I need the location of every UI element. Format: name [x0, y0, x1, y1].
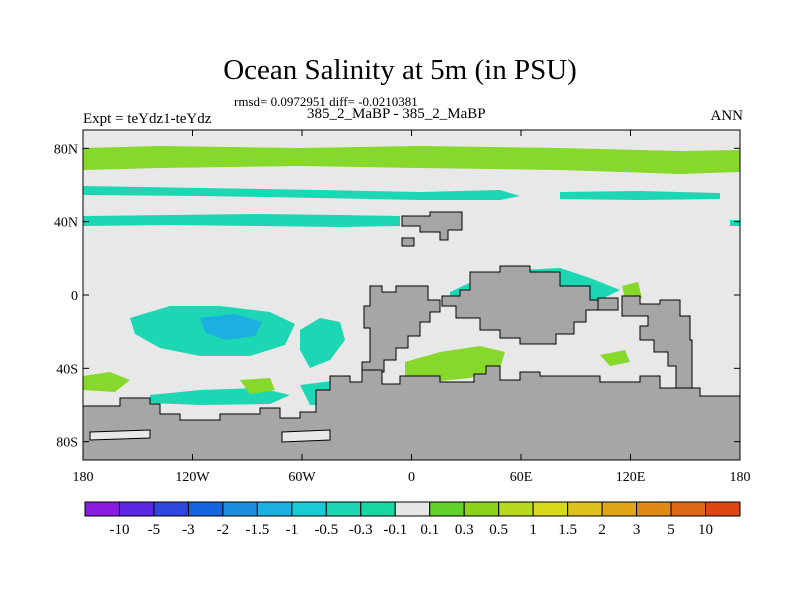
colorbar-swatch [532, 501, 569, 517]
colorbar-label: -3 [182, 522, 195, 538]
x-tick-label: 180 [73, 470, 94, 485]
land-south-america [361, 285, 441, 381]
colorbar-label: 0.1 [420, 522, 439, 538]
land-northeast [401, 211, 463, 241]
colorbar-swatch [325, 501, 362, 517]
positive-blob-south-atlantic [405, 346, 505, 382]
map-title: Ocean Salinity at 5m (in PSU) [223, 54, 577, 86]
x-tick-label: 120E [616, 470, 646, 485]
colorbar-swatch [601, 501, 638, 517]
colorbar-swatch [256, 501, 293, 517]
colorbar-label: -0.3 [349, 522, 373, 538]
colorbar-label: -5 [148, 522, 161, 538]
colorbar-swatch [705, 501, 741, 517]
x-tick-label: 0 [408, 470, 415, 485]
colorbar-swatch [394, 501, 431, 517]
colorbar-swatch [463, 501, 500, 517]
x-tick-label: 60W [288, 470, 316, 485]
y-tick-label: 80S [56, 436, 78, 451]
colorbar-swatch [636, 501, 672, 517]
negative-band-60n-east [560, 191, 720, 200]
land-small-island [401, 237, 415, 247]
negative-band-60n [83, 186, 520, 200]
positive-patch-southwest-pacific [83, 372, 130, 392]
negative-patch-chile [300, 318, 345, 368]
colorbar-label: 1.5 [558, 522, 577, 538]
colorbar-label: 1 [529, 522, 537, 538]
colorbar-label: 10 [698, 522, 713, 538]
y-tick-label: 40N [54, 216, 78, 231]
y-tick-label: 0 [71, 289, 78, 304]
colorbar-swatch [567, 501, 603, 517]
positive-patch-indian-east [600, 350, 630, 366]
colorbar-label: 2 [598, 522, 606, 538]
colorbar-swatch [670, 501, 707, 517]
land-antarctica [83, 365, 740, 460]
colorbar-swatch [118, 501, 155, 517]
land-indonesia [597, 297, 619, 311]
season-label: ANN [710, 108, 744, 124]
x-tick-label: 180 [730, 470, 751, 485]
colorbar: -10 -5 -3 -2 -1.5 -1 -0.5 -0.3 -0.1 0.1 0.3 0.5 1 1.5… [84, 501, 741, 538]
colorbar-label: -0.1 [383, 522, 407, 538]
colorbar-swatch [429, 501, 465, 517]
x-tick-label: 120W [175, 470, 210, 485]
colorbar-label: -2 [217, 522, 230, 538]
y-tick-label: 40S [56, 362, 78, 377]
strong-negative-core [200, 314, 262, 340]
expt-line: Expt = teYdz1-teYdz [83, 111, 212, 127]
colorbar-label: 3 [633, 522, 641, 538]
negative-patch-40n-east [730, 220, 740, 226]
colorbar-swatch [498, 501, 534, 517]
axis-ticks: 180 120W 60W 0 60E 120E 180 80N 40N 0 40S 80S [54, 130, 751, 485]
land-antarctic-inlet-cutout [89, 429, 151, 441]
land-masses [83, 211, 740, 460]
colorbar-swatch [153, 501, 189, 517]
arctic-positive-band [83, 146, 740, 174]
colorbar-label: 0.3 [455, 522, 474, 538]
colorbar-swatch [360, 501, 396, 517]
stats-line: rmsd= 0.0972951 diff= -0.0210381 [234, 94, 418, 109]
colorbar-label: -10 [109, 522, 129, 538]
colorbar-label: -1.5 [245, 522, 269, 538]
colorbar-label: 5 [667, 522, 675, 538]
land-africa [441, 265, 599, 345]
colorbar-label: -1 [286, 522, 299, 538]
land-antarctic-inlet-cutout-2 [281, 429, 331, 443]
colorbar-label: 0.5 [489, 522, 508, 538]
colorbar-label: -0.5 [314, 522, 338, 538]
case-line: 385_2_MaBP - 385_2_MaBP [307, 106, 486, 122]
colorbar-swatch [187, 501, 224, 517]
negative-band-40n [83, 214, 400, 227]
colorbar-swatch [84, 501, 120, 517]
y-tick-label: 80N [54, 142, 78, 157]
x-tick-label: 60E [510, 470, 533, 485]
colorbar-swatch [222, 501, 258, 517]
positive-patch-south-pacific-2 [240, 378, 275, 394]
colorbar-swatch [291, 501, 327, 517]
